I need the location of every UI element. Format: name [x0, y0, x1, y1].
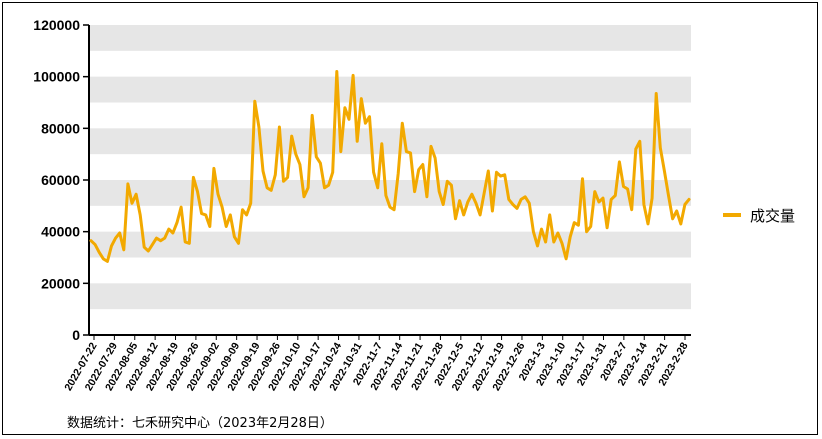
source-note: 数据统计：七禾研究中心（2023年2月28日） — [67, 416, 333, 431]
grid-band — [89, 128, 691, 155]
grid-band — [89, 231, 691, 258]
y-tick-label: 80000 — [41, 120, 80, 136]
grid-band — [89, 180, 691, 206]
line-chart: 0 20000 40000 60000 80000 100000 120000 2022-0… — [33, 17, 795, 393]
legend: 成交量 — [723, 207, 795, 225]
chart-frame: 0 20000 40000 60000 80000 100000 120000 2022-0… — [2, 2, 818, 435]
y-tick-label: 60000 — [41, 172, 80, 188]
y-tick-label: 0 — [72, 327, 80, 343]
grid-band — [89, 25, 691, 51]
y-axis-ticks: 0 20000 40000 60000 80000 100000 120000 — [33, 17, 89, 343]
y-tick-label: 120000 — [33, 17, 80, 33]
series-line-volume — [89, 70, 691, 263]
legend-label: 成交量 — [750, 207, 795, 225]
grid-band — [89, 76, 691, 103]
y-tick-label: 20000 — [41, 275, 80, 291]
y-tick-label: 40000 — [41, 224, 80, 240]
grid-bands — [89, 25, 691, 310]
x-axis-ticks: 2022-07-222022-07-292022-08-052022-08-12… — [62, 335, 691, 393]
y-tick-label: 100000 — [33, 69, 80, 85]
grid-band — [89, 283, 691, 310]
